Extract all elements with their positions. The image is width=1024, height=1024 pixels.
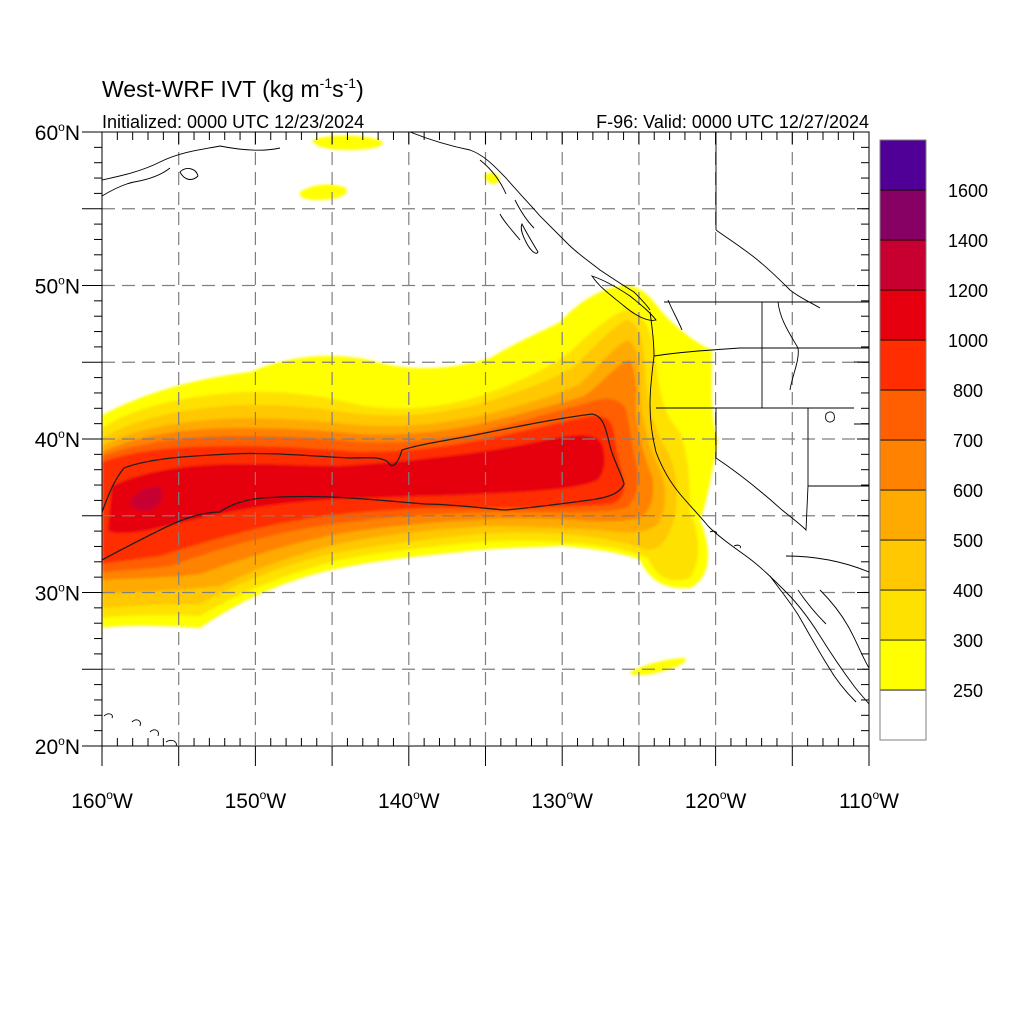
colorbar-swatch	[879, 389, 927, 441]
colorbar-swatch	[879, 289, 927, 341]
colorbar-swatch	[879, 139, 927, 191]
bc-coast	[567, 243, 651, 311]
ivt-patch-south	[630, 658, 687, 676]
x-tick-label: 130oW	[531, 788, 593, 813]
coastlines	[102, 132, 869, 746]
colorbar-swatch	[879, 339, 927, 391]
gulf-alaska-coast	[409, 132, 569, 245]
colorbar-outline	[879, 139, 927, 741]
colorbar-swatch	[879, 689, 927, 741]
colorbar-label: 250	[953, 681, 983, 701]
baja-peninsula	[769, 575, 857, 703]
vancouver-island	[590, 275, 657, 321]
southeast-alaska-islands	[479, 159, 535, 241]
colorbar-label: 600	[953, 481, 983, 501]
mexico-border	[785, 555, 869, 573]
colorbar-label: 500	[953, 531, 983, 551]
colorbar-label: 700	[953, 431, 983, 451]
colorbar-label: 800	[953, 381, 983, 401]
colorbar-swatch	[879, 239, 927, 291]
colorbar-label: 400	[953, 581, 983, 601]
x-tick-label: 150oW	[225, 788, 287, 813]
nevada-border	[715, 408, 869, 532]
x-tick-label: 110oW	[839, 788, 899, 813]
british-columbia-interior	[715, 229, 821, 309]
y-tick-label: 30oN	[35, 581, 80, 606]
y-tick-label: 60oN	[35, 120, 80, 145]
colorbar-swatch	[879, 639, 927, 691]
colorbar-label: 1200	[948, 281, 988, 301]
colorbar-swatch	[879, 589, 927, 641]
colorbar-swatch	[879, 539, 927, 591]
y-tick-label: 40oN	[35, 427, 80, 452]
subtitle-initialized: Initialized: 0000 UTC 12/23/2024	[102, 112, 364, 132]
ivt-patch-gulf	[299, 184, 347, 200]
kodiak-island	[179, 168, 199, 180]
colorbar-label: 1600	[948, 181, 988, 201]
colorbar-label: 1400	[948, 231, 988, 251]
x-axis-labels: 160oW 150oW 140oW 130oW 120oW 110oW	[71, 788, 899, 813]
ivt-800-contour	[102, 413, 625, 561]
puget-sound	[667, 299, 683, 331]
grid-lines	[102, 132, 869, 746]
ivt-patch-north	[312, 135, 383, 150]
y-tick-label: 50oN	[35, 274, 80, 299]
great-salt-lake	[825, 411, 835, 423]
colorbar-label: 1000	[948, 331, 988, 351]
x-tick-label: 160oW	[71, 788, 133, 813]
alaska-peninsula	[102, 167, 171, 197]
ivt-patch-alaska	[484, 172, 500, 185]
alaska-coast	[102, 145, 281, 181]
colorbar-swatch	[879, 189, 927, 241]
x-tick-label: 140oW	[378, 788, 440, 813]
colorbar-labels: 250 300 400 500 600 700 800 1000 1200 1400 1600	[948, 181, 988, 701]
map-area	[102, 132, 869, 746]
y-tick-label: 20oN	[35, 734, 80, 759]
channel-islands	[709, 530, 741, 549]
figure-title: West-WRF IVT (kg m-1s-1)	[102, 75, 364, 102]
gulf-california-coast	[819, 589, 869, 669]
y-axis-labels: 60oN 50oN 40oN 30oN 20oN	[35, 120, 80, 759]
colorbar-label: 300	[953, 631, 983, 651]
us-west-coast	[649, 311, 869, 705]
colorbar-swatch	[879, 439, 927, 491]
ivt-band-1200	[130, 486, 163, 511]
ivt-band-1000	[108, 435, 605, 533]
haida-gwaii	[520, 222, 539, 254]
x-tick-label: 120oW	[685, 788, 747, 813]
idaho-border	[761, 301, 799, 408]
colorbar-swatch	[879, 489, 927, 541]
axis-ticks	[82, 131, 870, 766]
colorbar	[879, 139, 927, 741]
hawaii-islands	[103, 713, 177, 746]
oregon-washington-border	[653, 347, 869, 357]
subtitle-valid: F-96: Valid: 0000 UTC 12/27/2024	[596, 112, 869, 132]
